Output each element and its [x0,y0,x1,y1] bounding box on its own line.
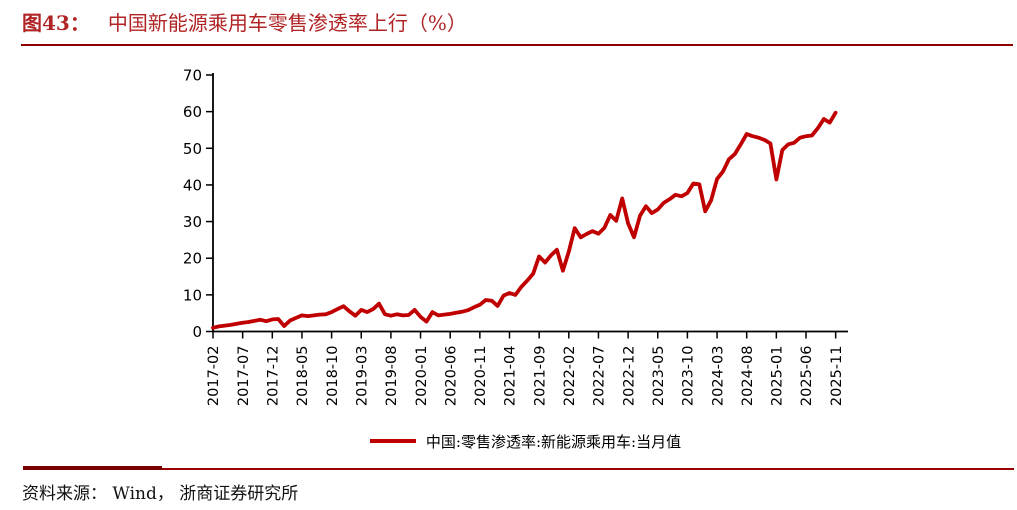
figure-number-label: 图43： [22,11,90,35]
y-tick-label: 20 [183,250,202,268]
x-tick-label: 2022-02 [562,346,578,407]
x-tick-label: 2020-06 [443,346,459,407]
x-tick-label: 2023-05 [651,346,667,407]
footer-rule-thin [23,468,1014,470]
x-tick-label: 2021-09 [532,346,548,407]
x-tick-label: 2025-11 [829,346,845,407]
y-tick-label: 40 [183,176,202,194]
x-tick-label: 2025-06 [799,346,815,407]
x-tick-label: 2017-02 [206,346,222,407]
y-tick-label: 70 [183,67,202,85]
y-tick-label: 10 [183,286,202,304]
x-tick-label: 2025-01 [770,346,786,407]
x-tick-label: 2019-03 [354,346,370,407]
x-tick-label: 2023-10 [681,346,697,407]
figure-header: 图43： 中国新能源乘用车零售渗透率上行（%） [22,10,467,36]
footer-rule-thick [23,466,162,470]
y-tick-label: 50 [183,140,202,158]
y-tick-labels: 0 10 20 30 40 50 60 70 [183,67,202,342]
x-tick-label: 2021-04 [503,346,519,407]
axes [212,73,848,333]
y-tick-label: 60 [183,103,202,121]
x-tick-label: 2024-03 [710,346,726,407]
x-tick-label: 2017-07 [236,346,252,407]
x-tick-label: 2020-01 [414,346,430,407]
legend-line-marker [369,439,416,443]
data-source-text: 资料来源： Wind， 浙商证券研究所 [22,484,299,504]
x-tick-label: 2018-10 [325,346,341,407]
title-underline-rule [21,44,1013,46]
x-tick-label: 2024-08 [740,346,756,407]
figure-title: 中国新能源乘用车零售渗透率上行（%） [107,11,467,35]
x-tick-label: 2018-05 [295,346,311,407]
y-tick-label: 30 [183,213,202,231]
chart-legend: 中国:零售渗透率:新能源乘用车:当月值 [213,430,838,452]
x-tick-labels: 2017-02 2017-07 2017-12 2018-05 2018-10 2019-… [206,346,845,407]
legend-series-label: 中国:零售渗透率:新能源乘用车:当月值 [425,432,682,451]
y-tick-label: 0 [192,323,202,341]
series-line [211,110,838,330]
x-tick-label: 2022-07 [592,346,608,407]
x-tick-label: 2022-12 [621,346,637,407]
x-tick-label: 2019-08 [384,346,400,407]
x-tick-label: 2020-11 [473,346,489,407]
tick-marks [206,74,837,339]
x-tick-label: 2017-12 [266,346,282,407]
